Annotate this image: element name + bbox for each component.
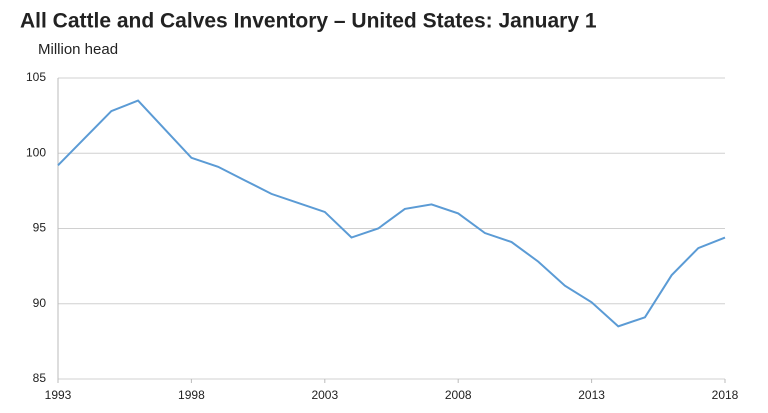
chart-title: All Cattle and Calves Inventory – United… (20, 10, 597, 33)
x-tick-label: 1993 (45, 388, 72, 402)
x-tick-label: 2018 (712, 388, 739, 402)
x-tick-label: 1998 (178, 388, 205, 402)
x-tick-label: 2008 (445, 388, 472, 402)
y-tick-label: 90 (33, 296, 47, 310)
y-tick-label: 100 (26, 145, 46, 159)
y-axis-label: Million head (38, 41, 118, 58)
y-tick-label: 95 (33, 221, 47, 235)
x-tick-label: 2013 (578, 388, 605, 402)
y-tick-label: 105 (26, 70, 46, 84)
data-line (57, 99, 726, 328)
x-tick-label: 2003 (311, 388, 338, 402)
y-tick-label: 85 (33, 371, 47, 385)
